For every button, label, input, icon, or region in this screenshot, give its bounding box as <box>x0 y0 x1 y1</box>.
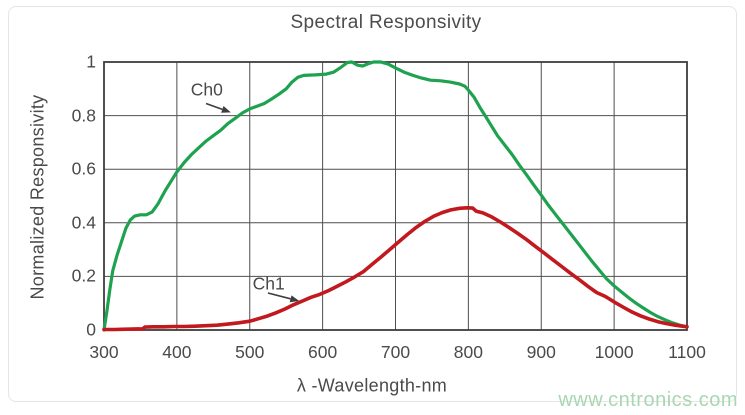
ch0-annotation-arrowhead <box>221 105 231 113</box>
y-tick-label: 0 <box>86 319 96 340</box>
x-tick-label: 900 <box>526 342 556 362</box>
x-tick-label: 500 <box>235 342 265 362</box>
x-tick-label: 300 <box>89 342 119 362</box>
x-tick-label: 600 <box>308 342 338 362</box>
watermark-text: www.cntronics.com <box>558 389 738 411</box>
x-tick-label: 700 <box>380 342 411 362</box>
y-axis-ticks: 0 0.2 0.4 0.6 0.8 1 <box>0 0 96 415</box>
series-label-ch1: Ch1 <box>252 273 285 294</box>
ch1-annotation-arrow <box>267 292 291 300</box>
series-label-ch0: Ch0 <box>190 79 223 100</box>
x-tick-label: 1000 <box>594 342 634 362</box>
series-ch0-line <box>102 60 689 332</box>
y-tick-label: 0.6 <box>71 158 96 179</box>
plot-frame <box>103 61 688 331</box>
x-tick-label: 800 <box>453 342 483 362</box>
x-tick-label: 1100 <box>668 342 706 362</box>
y-tick-label: 0.4 <box>71 212 96 233</box>
y-tick-label: 0.2 <box>71 265 96 286</box>
x-axis-ticks: 300 400 500 600 700 800 900 1000 1100 <box>0 342 745 364</box>
series-ch1-line <box>102 206 689 332</box>
x-tick-label: 400 <box>162 342 192 362</box>
y-tick-label: 0.8 <box>71 105 96 126</box>
ch0-annotation-arrow <box>205 102 223 111</box>
ch1-annotation-arrowhead <box>289 295 300 303</box>
plot-area <box>102 60 689 332</box>
x-axis-label: λ -Wavelength-nm <box>296 375 448 396</box>
y-tick-label: 1 <box>86 51 96 72</box>
chart-title: Spectral Responsivity <box>290 12 482 33</box>
